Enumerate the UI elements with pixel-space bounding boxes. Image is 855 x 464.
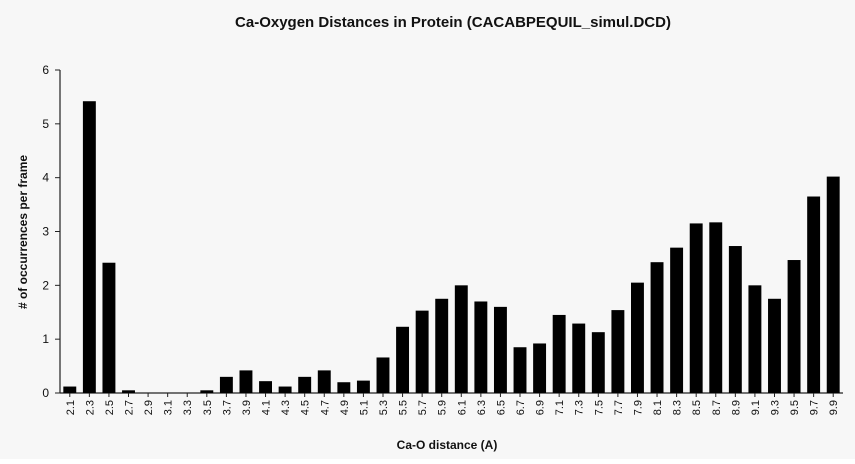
x-tick-label: 3.1 [163,400,175,415]
bar-2.1 [63,386,77,393]
bar-7.5 [591,332,605,393]
x-tick-label: 4.3 [280,400,292,415]
bar-5.9 [435,298,449,393]
bar-3.7 [219,376,233,393]
chart-title: Ca-Oxygen Distances in Protein (CACABPEQ… [235,14,671,31]
x-tick-label: 4.7 [319,400,331,415]
y-axis-label: # of occurrences per frame [16,155,30,309]
bar-7.9 [631,282,644,393]
y-tick-label: 1 [42,332,49,346]
y-axis-ticks: 0 1 2 3 4 5 6 [42,63,60,400]
y-tick-label: 5 [42,117,49,131]
x-tick-label: 8.3 [672,400,684,415]
bars-group [63,101,840,393]
x-tick-label: 8.1 [652,400,664,415]
bar-3.9 [239,370,253,393]
bar-7.7 [611,310,625,393]
x-tick-label: 7.1 [554,400,566,415]
y-tick-label: 0 [42,386,49,400]
bar-4.9 [337,382,351,393]
bar-4.1 [259,381,272,393]
y-tick-label: 6 [42,63,49,77]
x-tick-label: 3.5 [202,400,214,415]
bar-8.5 [689,223,703,393]
x-tick-label: 9.3 [769,400,781,415]
x-tick-label: 2.7 [124,400,136,415]
x-tick-label: 7.5 [593,400,605,415]
bar-9.7 [807,196,821,393]
bar-6.9 [533,343,547,393]
bar-4.5 [298,376,312,393]
x-tick-label: 9.7 [809,400,821,415]
y-tick-label: 3 [42,225,49,239]
x-tick-label: 5.5 [398,400,410,415]
bar-9.5 [787,260,801,393]
x-tick-label: 2.9 [143,400,155,415]
bar-5.3 [376,357,390,393]
bar-9.1 [748,285,762,393]
y-tick-label: 2 [42,278,49,292]
x-axis-label: Ca-O distance (A) [397,438,498,452]
x-tick-label: 2.3 [84,400,96,415]
x-tick-label: 5.9 [437,400,449,415]
x-tick-label: 5.7 [417,400,429,415]
x-tick-label: 5.3 [378,400,390,415]
x-tick-label: 8.9 [730,400,742,415]
x-tick-label: 7.9 [632,400,644,415]
x-tick-label: 8.7 [711,400,723,415]
x-axis-ticks: 2.1 2.3 2.5 2.7 2.9 3.1 3.3 3.5 3.7 3.9 4.1 4.3 4.5 4… [65,393,840,415]
x-tick-label: 4.5 [300,400,312,415]
bar-7.3 [572,323,586,393]
y-tick-label: 4 [42,171,49,185]
bar-9.3 [768,298,781,393]
bar-2.3 [82,101,96,393]
x-tick-label: 4.1 [261,400,273,415]
bar-4.7 [317,370,331,393]
x-tick-label: 5.1 [358,400,370,415]
x-tick-label: 6.1 [456,400,468,415]
bar-2.7 [122,390,135,393]
x-tick-label: 3.3 [182,400,194,415]
bar-5.1 [356,380,370,393]
bar-9.9 [826,176,840,393]
x-tick-label: 2.1 [65,400,77,415]
x-tick-label: 3.7 [221,400,233,415]
x-tick-label: 3.9 [241,400,253,415]
bar-8.1 [650,262,664,393]
x-tick-label: 6.9 [535,400,547,415]
x-tick-label: 6.7 [515,400,527,415]
bar-3.5 [200,390,214,393]
bar-5.7 [415,310,429,393]
x-tick-label: 8.5 [691,400,703,415]
x-tick-label: 7.7 [613,400,625,415]
x-tick-label: 7.3 [574,400,586,415]
bar-6.3 [474,301,488,393]
x-tick-label: 9.1 [750,400,762,415]
bar-6.1 [454,285,468,393]
bar-6.5 [493,306,507,393]
x-tick-label: 9.9 [828,400,840,415]
bar-2.5 [102,262,116,393]
x-tick-label: 6.3 [476,400,488,415]
x-tick-label: 2.5 [104,400,116,415]
bar-8.9 [728,246,742,393]
x-tick-label: 4.9 [339,400,351,415]
x-tick-label: 9.5 [789,400,801,415]
bar-6.7 [513,347,527,393]
bar-5.5 [396,326,410,393]
bar-8.3 [670,247,684,393]
x-tick-label: 6.5 [495,400,507,415]
bar-8.7 [709,222,723,393]
bar-4.3 [278,386,292,393]
bar-7.1 [552,314,566,393]
